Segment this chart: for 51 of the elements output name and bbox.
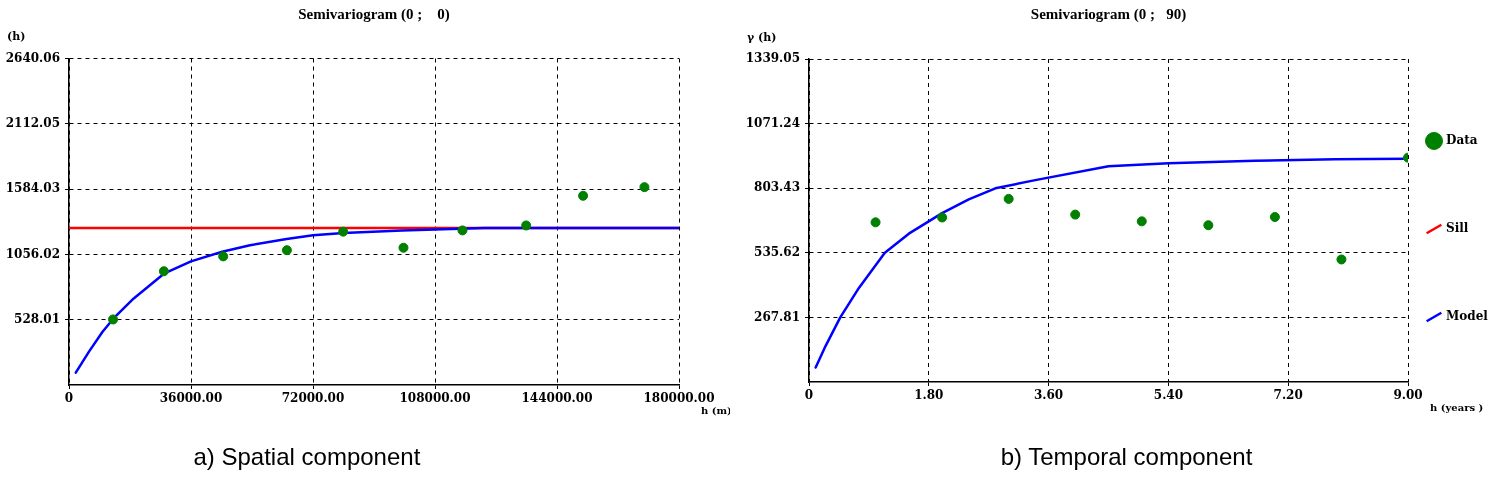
y-axis-title: γ (h) — [747, 30, 777, 44]
y-tick-label: 1584.03 — [5, 181, 60, 196]
x-tick-label: 9.00 — [1393, 388, 1423, 403]
x-tick-label: 180000.00 — [643, 391, 715, 406]
chart-title: Semivariogram (0 ; 0) — [298, 5, 450, 23]
y-tick-label: 1056.02 — [5, 246, 60, 261]
point — [937, 212, 948, 223]
x-axis-title: h (m) — [701, 404, 732, 416]
y-tick-label: 267.81 — [754, 309, 800, 324]
point — [1003, 193, 1014, 204]
point — [457, 225, 468, 236]
point — [398, 242, 409, 253]
x-tick-label: 3.60 — [1033, 388, 1064, 403]
point — [1070, 209, 1081, 220]
legend-label: Model — [1446, 309, 1489, 324]
text: b) Temporal component — [1000, 442, 1253, 470]
x-tick-label: 5.40 — [1153, 388, 1184, 403]
x-tick-label: 0 — [804, 388, 814, 403]
x-axis-title: h (years ) — [1430, 401, 1484, 413]
y-tick-label: 2640.06 — [5, 50, 60, 65]
point — [1203, 220, 1214, 231]
x-tick-label: 144000.00 — [521, 391, 593, 406]
text: a) Spatial component — [193, 442, 421, 470]
y-tick-label: 535.62 — [754, 244, 800, 259]
x-tick-label: 1.80 — [914, 388, 944, 403]
point — [108, 314, 119, 325]
x-tick-label: 7.20 — [1273, 388, 1303, 403]
x-tick-label: 36000.00 — [159, 391, 223, 406]
point — [281, 245, 292, 256]
y-tick-label: 2112.05 — [5, 115, 60, 130]
chart-title: Semivariogram (0 ; 90) — [1030, 5, 1187, 23]
y-tick-label: 1339.05 — [745, 51, 800, 66]
point — [578, 190, 589, 201]
x-tick-label: 72000.00 — [281, 391, 345, 406]
point — [1269, 212, 1280, 223]
y-tick-label: 528.01 — [14, 311, 60, 326]
point — [158, 266, 169, 277]
y-tick-label: 1071.24 — [745, 115, 800, 130]
x-tick-label: 108000.00 — [399, 391, 471, 406]
point — [218, 251, 229, 262]
x-tick-label: 0 — [64, 391, 74, 406]
legend-label: Sill — [1446, 221, 1469, 236]
point — [521, 220, 532, 231]
point — [639, 182, 650, 193]
point — [870, 217, 881, 228]
point — [338, 226, 349, 237]
point — [1336, 254, 1347, 265]
y-axis-title: (h) — [7, 30, 26, 44]
y-tick-label: 803.43 — [754, 180, 800, 195]
legend-label: Data — [1446, 133, 1478, 148]
point — [1136, 216, 1147, 227]
